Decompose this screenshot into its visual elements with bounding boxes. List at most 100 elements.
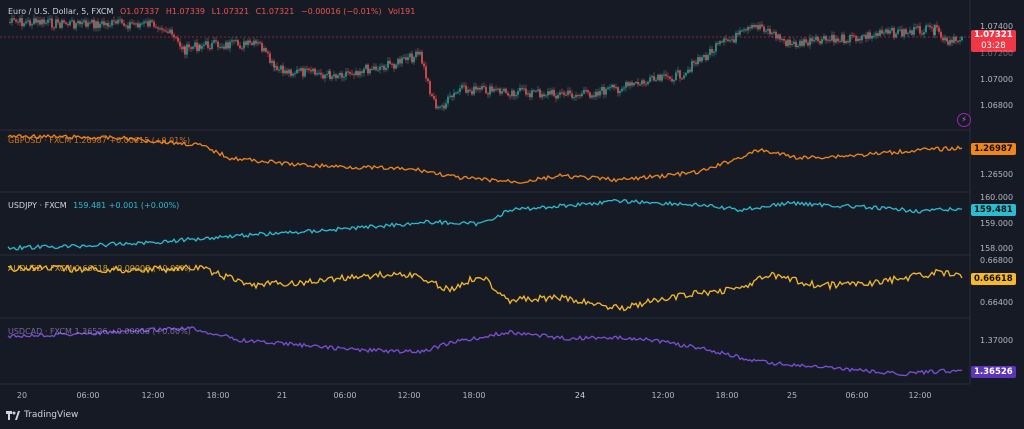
candle-body xyxy=(318,72,320,74)
candle-body xyxy=(284,70,286,74)
candle-body xyxy=(567,90,569,95)
candle-body xyxy=(69,21,71,26)
candle-body xyxy=(739,30,741,35)
candle-body xyxy=(531,90,533,98)
candle-body xyxy=(693,61,695,63)
candle-body xyxy=(107,23,109,27)
candle-body xyxy=(467,89,469,93)
candle-body xyxy=(371,68,373,70)
candle-body xyxy=(537,89,539,92)
candle-body xyxy=(41,19,43,25)
candle-body xyxy=(669,76,671,79)
candle-body xyxy=(249,40,251,43)
candle-body xyxy=(407,57,409,60)
candle-body xyxy=(549,91,551,95)
candle-body xyxy=(577,95,579,97)
bar-countdown: 03:28 xyxy=(981,41,1006,51)
candle-body xyxy=(561,92,563,94)
candle-body xyxy=(239,45,241,49)
candle-body xyxy=(435,98,437,109)
candle-body xyxy=(320,72,322,75)
candle-body xyxy=(186,44,188,55)
candle-body xyxy=(259,42,261,44)
candle-body xyxy=(397,58,399,65)
candle-body xyxy=(257,42,259,44)
candle-body xyxy=(819,41,821,44)
candle-body xyxy=(763,26,765,32)
candle-body xyxy=(629,82,631,86)
candle-body xyxy=(97,21,99,28)
candle-body xyxy=(459,88,461,92)
candle-body xyxy=(621,88,623,92)
candle-body xyxy=(51,18,53,28)
candle-body xyxy=(265,48,267,52)
candle-body xyxy=(711,48,713,53)
candle-body xyxy=(717,43,719,45)
candle-body xyxy=(447,96,449,104)
candle-body xyxy=(545,95,547,97)
candle-body xyxy=(617,87,619,94)
candle-body xyxy=(919,26,921,34)
candle-body xyxy=(565,94,567,96)
candle-body xyxy=(843,34,845,44)
candle-body xyxy=(887,29,889,34)
candle-body xyxy=(457,91,459,93)
candle-body xyxy=(43,19,45,24)
candle-body xyxy=(961,37,963,41)
candle-body xyxy=(729,40,731,42)
candle-body xyxy=(326,73,328,75)
x-tick: 18:00 xyxy=(715,391,739,400)
candle-body xyxy=(451,95,453,98)
candle-body xyxy=(31,24,33,26)
x-tick: 20 xyxy=(16,391,28,400)
candle-body xyxy=(229,41,231,49)
candle-body xyxy=(835,38,837,43)
candle-body xyxy=(767,28,769,31)
candle-body xyxy=(286,70,288,74)
candle-body xyxy=(839,41,841,43)
candle-body xyxy=(119,19,121,21)
audusd-price-badge: 0.66618 xyxy=(971,273,1016,285)
candle-body xyxy=(623,87,625,89)
candle-body xyxy=(719,41,721,44)
low-value: L1.07321 xyxy=(211,7,250,16)
candle-body xyxy=(381,65,383,67)
candle-body xyxy=(625,82,627,88)
candle-body xyxy=(681,78,683,80)
candle-body xyxy=(67,23,69,26)
candle-body xyxy=(475,86,477,90)
candle-body xyxy=(129,22,131,29)
alert-bolt-icon[interactable]: ⚡ xyxy=(957,113,971,127)
candle-body xyxy=(280,65,282,70)
candle-body xyxy=(809,38,811,46)
candle-body xyxy=(290,69,292,76)
candle-body xyxy=(803,39,805,46)
candle-body xyxy=(539,89,541,98)
x-tick: 12:00 xyxy=(908,391,932,400)
candle-body xyxy=(619,91,621,94)
usdjpy-name: USDJPY · FXCM xyxy=(8,201,67,210)
candle-body xyxy=(49,18,51,20)
x-tick: 24 xyxy=(574,391,586,400)
candle-body xyxy=(135,23,137,25)
candle-body xyxy=(203,44,205,46)
y-tick: 1.37000 xyxy=(980,336,1014,345)
candle-body xyxy=(951,39,953,43)
candle-body xyxy=(439,106,441,108)
candle-body xyxy=(841,34,843,42)
candle-body xyxy=(243,41,245,49)
candle-body xyxy=(151,20,153,22)
candle-body xyxy=(221,46,223,48)
candle-body xyxy=(99,23,101,28)
candle-body xyxy=(677,70,679,73)
candle-body xyxy=(787,39,789,46)
candle-body xyxy=(827,39,829,41)
candle-body xyxy=(125,25,127,27)
candle-body xyxy=(101,21,103,24)
candle-body xyxy=(665,74,667,77)
tradingview-logo-icon xyxy=(6,410,20,420)
candle-body xyxy=(675,72,677,81)
candle-body xyxy=(805,39,807,43)
x-tick: 21 xyxy=(276,391,288,400)
